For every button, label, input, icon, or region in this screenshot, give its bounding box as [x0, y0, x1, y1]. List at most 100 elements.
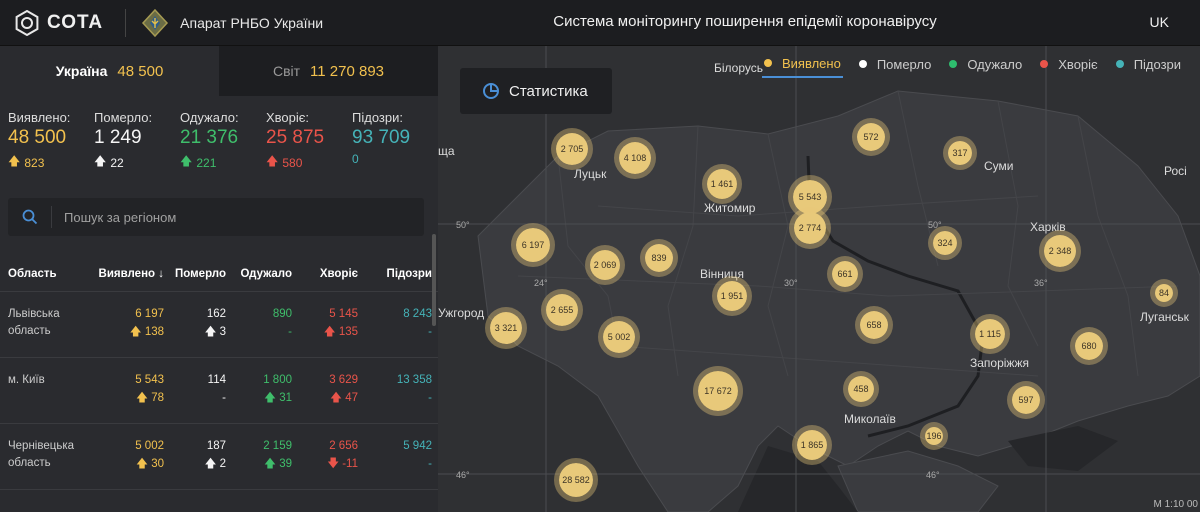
cell-delta-value: -: [288, 326, 292, 338]
agency-link[interactable]: Апарат РНБО України: [140, 8, 323, 38]
region-bubble[interactable]: 2 655: [541, 289, 583, 331]
tab-ukraine[interactable]: Україна 48 500: [0, 46, 219, 96]
cell-delta: 🡅 2: [164, 456, 226, 473]
region-bubble[interactable]: 658: [855, 306, 893, 344]
region-bubble[interactable]: 84: [1150, 279, 1178, 307]
stat-delta: 🡅 221: [180, 152, 266, 173]
header-divider: [125, 8, 127, 37]
region-bubble[interactable]: 1 461: [702, 164, 742, 204]
region-bubble[interactable]: 2 774: [789, 207, 831, 249]
sidebar: Україна 48 500 Світ 11 270 893 Виявлено:…: [0, 46, 438, 512]
stat-value: 21 376: [180, 127, 239, 148]
region-bubble[interactable]: 317: [943, 136, 977, 170]
region-bubble[interactable]: 2 705: [551, 128, 593, 170]
col-recovered[interactable]: Одужало: [240, 267, 292, 280]
stat-delta-value: 580: [282, 155, 303, 170]
legend-label: Виявлено: [782, 55, 841, 71]
stat-value: 25 875: [266, 127, 325, 148]
tab-ukraine-label: Україна: [55, 63, 108, 79]
map-view[interactable]: Статистика Виявлено Померло Одужало Хвор…: [438, 46, 1200, 512]
region-bubble[interactable]: 196: [920, 422, 948, 450]
region-bubble[interactable]: 597: [1007, 381, 1045, 419]
legend-recovered[interactable]: Одужало: [947, 50, 1024, 78]
region-bubble[interactable]: 680: [1070, 327, 1108, 365]
arrow-up-icon: 🡅: [266, 154, 279, 168]
col-suspected[interactable]: Підозри: [386, 267, 432, 280]
region-bubble[interactable]: 2 069: [585, 245, 625, 285]
cell-value: 187: [206, 440, 226, 452]
cell-value: 1 800: [263, 374, 292, 386]
col-sick[interactable]: Хворіє: [319, 267, 358, 280]
language-switch[interactable]: UK: [1149, 14, 1169, 30]
arrow-up-icon: 🡅: [136, 392, 152, 404]
statistics-button[interactable]: Статистика: [460, 68, 612, 114]
region-bubble[interactable]: 28 582: [554, 458, 598, 502]
cell-delta-value: -: [428, 458, 432, 470]
statistics-label: Статистика: [509, 82, 588, 100]
table-row[interactable]: Чернівецька область 5 002 🡅 30 187 🡅 2 2 1…: [0, 424, 438, 490]
stats-summary: Виявлено: 48 500 🡅 823 Померло: 1 249 🡅 22…: [0, 96, 438, 188]
region-bubble[interactable]: 5 002: [598, 316, 640, 358]
region-bubble[interactable]: 17 672: [693, 366, 743, 416]
region-bubble[interactable]: 661: [827, 256, 863, 292]
region-bubble[interactable]: 458: [843, 371, 879, 407]
sidebar-scrollbar[interactable]: [432, 234, 436, 326]
city-label: Росі: [1164, 164, 1187, 178]
search-input[interactable]: [64, 209, 394, 225]
logo-text: СОТА: [47, 11, 104, 33]
table-row[interactable]: м. Київ 5 543 🡅 78 114 - 1 800 🡅 31 3 629 🡅 …: [0, 358, 438, 424]
regions-table: Область Виявлено ↓ Померло Одужало Хворі…: [0, 256, 438, 490]
coord-label: 50°: [928, 220, 942, 230]
col-confirmed[interactable]: Виявлено ↓: [96, 268, 164, 280]
legend-dot: [858, 60, 867, 68]
cell-delta: 🡅 39: [226, 456, 292, 473]
region-bubble[interactable]: 1 951: [712, 276, 752, 316]
col-deaths[interactable]: Померло: [175, 267, 226, 280]
top-header: СОТА Апарат РНБО України Система монітор…: [0, 0, 1200, 46]
cell-delta: 🡅 138: [96, 324, 164, 341]
tab-ukraine-value: 48 500: [117, 62, 164, 80]
arrow-up-icon: 🡅: [180, 154, 193, 168]
region-bubble[interactable]: 572: [852, 118, 890, 156]
cell-deaths: 162 🡅 3: [164, 306, 226, 357]
region-bubble[interactable]: 324: [928, 226, 962, 260]
legend-dot: [764, 59, 772, 67]
city-label: Житомир: [704, 201, 756, 215]
search-icon[interactable]: [8, 206, 52, 228]
cell-recovered: 890 -: [226, 306, 292, 357]
stat-value: 93 709: [352, 127, 411, 148]
cell-confirmed: 5 002 🡅 30: [96, 438, 164, 489]
cell-delta-value: -: [428, 326, 432, 338]
cell-delta-value: 39: [279, 458, 292, 470]
region-bubble[interactable]: 3 321: [485, 307, 527, 349]
region-bubble[interactable]: 1 115: [970, 314, 1010, 354]
cell-value: 2 159: [263, 440, 292, 452]
legend-sick[interactable]: Хворіє: [1038, 50, 1099, 78]
cell-value: 2 656: [329, 440, 358, 452]
cell-delta-value: -: [428, 392, 432, 404]
legend-dot: [1040, 60, 1049, 68]
region-bubble[interactable]: 1 865: [792, 425, 832, 465]
cell-confirmed: 5 543 🡅 78: [96, 372, 164, 423]
legend-suspected[interactable]: Підозри: [1114, 50, 1183, 78]
city-label: Запоріжжя: [970, 356, 1029, 370]
scope-tabs: Україна 48 500 Світ 11 270 893: [0, 46, 438, 96]
tab-world-value: 11 270 893: [310, 62, 385, 80]
region-bubble[interactable]: 839: [640, 239, 678, 277]
sota-logo-icon: [15, 9, 39, 36]
legend-deaths[interactable]: Померло: [857, 50, 934, 78]
cell-value: 6 197: [135, 308, 164, 320]
cell-recovered: 1 800 🡅 31: [226, 372, 292, 423]
region-bubble[interactable]: 6 197: [511, 223, 555, 267]
region-bubble[interactable]: 2 348: [1039, 230, 1081, 272]
agency-name: Апарат РНБО України: [180, 14, 324, 31]
legend-confirmed[interactable]: Виявлено: [762, 50, 843, 78]
arrow-up-icon: 🡅: [264, 392, 280, 404]
table-row[interactable]: Львівська область 6 197 🡅 138 162 🡅 3 890 -…: [0, 292, 438, 358]
arrow-up-icon: 🡅: [264, 458, 280, 470]
cell-suspected: 8 243 -: [358, 306, 432, 357]
tab-world[interactable]: Світ 11 270 893: [219, 46, 438, 96]
region-bubble[interactable]: 4 108: [614, 137, 656, 179]
sota-logo[interactable]: СОТА: [14, 9, 104, 36]
col-region[interactable]: Область: [8, 267, 57, 280]
